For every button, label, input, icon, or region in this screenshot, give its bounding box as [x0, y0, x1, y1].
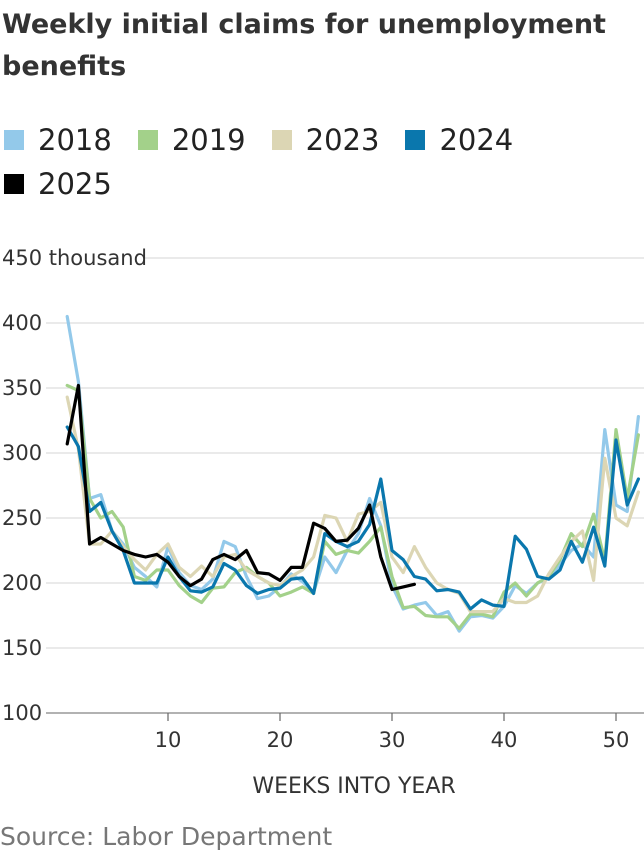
- legend-swatch: [271, 130, 292, 150]
- legend-item-2024: 2024: [405, 118, 513, 162]
- legend-item-2023: 2023: [271, 118, 380, 162]
- legend-swatch: [405, 130, 426, 150]
- chart-title: Weekly initial claims for unemployment b…: [2, 9, 606, 82]
- legend-label: 2019: [171, 123, 246, 157]
- y-tick-label: 150: [2, 636, 42, 660]
- chart-legend: 2018 2019 2023 2024 2025: [4, 118, 624, 206]
- legend-label: 2024: [439, 123, 514, 157]
- y-tick-label: 450 thousand: [2, 246, 147, 270]
- legend-item-2025: 2025: [4, 162, 112, 206]
- y-tick-label: 200: [2, 571, 42, 595]
- legend-swatch: [4, 174, 24, 194]
- y-tick-label: 400: [2, 311, 42, 335]
- legend-item-2019: 2019: [137, 118, 246, 162]
- series-line-2025: [65, 383, 416, 592]
- y-tick-label: 250: [2, 506, 42, 530]
- x-tick-label: 40: [491, 728, 518, 752]
- series-line-2024: [65, 425, 641, 611]
- x-tick-label: 30: [379, 728, 406, 752]
- legend-label: 2023: [305, 123, 380, 157]
- y-tick-label: 350: [2, 376, 42, 400]
- x-axis-title: WEEKS INTO YEAR: [252, 774, 455, 799]
- x-tick-label: 10: [155, 728, 182, 752]
- x-tick-label: 50: [603, 728, 630, 752]
- series-line-2023: [65, 395, 641, 614]
- legend-label: 2018: [38, 123, 112, 157]
- legend-label: 2025: [38, 167, 112, 201]
- y-tick-label: 100: [2, 701, 42, 725]
- y-tick-label: 300: [2, 441, 42, 465]
- legend-swatch: [137, 130, 158, 150]
- legend-swatch: [4, 130, 24, 150]
- x-tick-label: 20: [267, 728, 294, 752]
- line-chart: 100 150 200 250 300 350 400 450 thousand 10 20 30 4…: [2, 246, 644, 799]
- legend-item-2018: 2018: [4, 118, 112, 162]
- series-line-2019: [65, 383, 641, 631]
- source-note: Source: Labor Department: [0, 822, 333, 851]
